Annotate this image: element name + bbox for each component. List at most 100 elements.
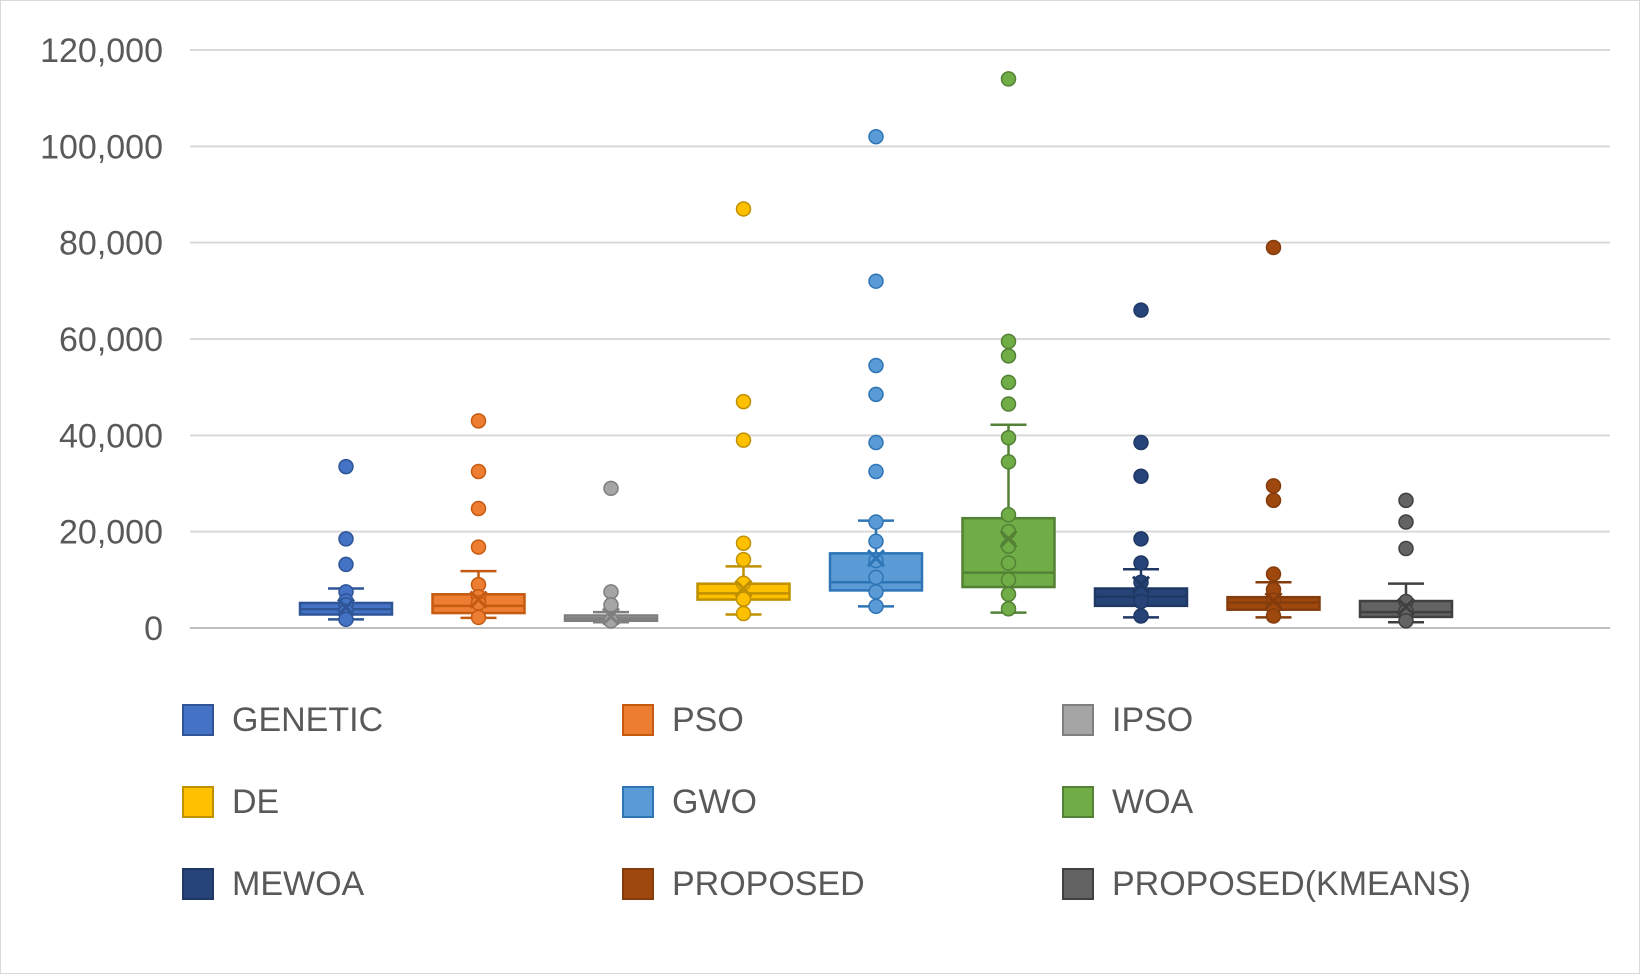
data-point bbox=[470, 413, 487, 429]
data-point bbox=[1398, 514, 1414, 530]
data-point bbox=[1133, 608, 1149, 624]
y-tick-label: 80,000 bbox=[59, 225, 163, 263]
legend-item: PROPOSED(KMEANS) bbox=[1062, 864, 1471, 904]
data-point bbox=[1000, 429, 1017, 446]
legend-swatch bbox=[622, 786, 654, 818]
legend-label: MEWOA bbox=[232, 864, 365, 903]
data-point bbox=[1398, 613, 1414, 629]
gridlines bbox=[190, 49, 1610, 629]
box-mewoa bbox=[1093, 302, 1189, 624]
data-point bbox=[868, 552, 884, 569]
mean-marker bbox=[866, 549, 886, 568]
data-point bbox=[868, 533, 884, 550]
legend-label: PROPOSED bbox=[672, 864, 865, 903]
mean-marker bbox=[336, 598, 356, 617]
legend-item: MEWOA bbox=[182, 864, 364, 904]
legend-item: DE bbox=[182, 782, 279, 822]
mean-marker bbox=[1396, 597, 1416, 616]
y-tick-label: 40,000 bbox=[59, 417, 163, 455]
legend-swatch bbox=[622, 704, 654, 736]
legend-swatch bbox=[182, 704, 214, 736]
legend-label: DE bbox=[232, 782, 280, 821]
data-point bbox=[470, 463, 487, 480]
y-tick-label: 120,000 bbox=[40, 32, 163, 70]
data-point bbox=[1000, 538, 1017, 554]
legend-label: PROPOSED(KMEANS) bbox=[1112, 864, 1471, 903]
box-genetic bbox=[298, 458, 394, 628]
data-point bbox=[735, 605, 752, 622]
data-point bbox=[868, 128, 884, 145]
data-point bbox=[1000, 71, 1017, 87]
data-point bbox=[1133, 302, 1149, 318]
box-proposed-kmeans- bbox=[1358, 492, 1454, 629]
legend-item: GWO bbox=[622, 782, 757, 822]
legend-swatch bbox=[182, 786, 214, 818]
data-point bbox=[1000, 333, 1017, 350]
data-point bbox=[868, 584, 884, 600]
data-point bbox=[735, 551, 752, 568]
legend-label: WOA bbox=[1112, 782, 1194, 821]
data-point bbox=[1000, 507, 1017, 523]
data-point bbox=[735, 535, 752, 551]
legend-swatch bbox=[182, 868, 214, 900]
data-point bbox=[1133, 555, 1149, 571]
data-point bbox=[868, 569, 884, 586]
data-point bbox=[1000, 454, 1017, 470]
legend-item: PROPOSED bbox=[622, 864, 865, 904]
data-point bbox=[1265, 239, 1282, 256]
legend-item: PSO bbox=[622, 700, 744, 740]
data-point bbox=[1000, 348, 1017, 364]
data-point bbox=[868, 434, 884, 451]
legend-label: GENETIC bbox=[232, 700, 384, 739]
data-point bbox=[1265, 566, 1282, 582]
data-point bbox=[338, 556, 354, 573]
data-point bbox=[868, 357, 884, 374]
legend-label: PSO bbox=[672, 700, 744, 739]
data-point bbox=[1000, 572, 1017, 588]
mean-marker bbox=[1131, 575, 1151, 594]
data-point bbox=[735, 393, 752, 410]
legend-swatch bbox=[1062, 786, 1094, 818]
legend-swatch bbox=[1062, 704, 1094, 736]
data-point bbox=[868, 273, 884, 289]
legend-swatch bbox=[1062, 868, 1094, 900]
legend-label: IPSO bbox=[1112, 700, 1194, 739]
y-tick-label: 60,000 bbox=[59, 321, 163, 359]
data-point bbox=[868, 463, 884, 480]
data-point bbox=[603, 597, 619, 613]
box-woa bbox=[961, 71, 1056, 617]
data-point bbox=[1000, 586, 1017, 603]
data-point bbox=[338, 531, 354, 547]
data-point bbox=[1265, 608, 1282, 624]
data-point bbox=[868, 514, 884, 530]
data-point bbox=[1265, 492, 1282, 509]
mean-marker bbox=[601, 607, 621, 626]
data-point bbox=[1398, 540, 1414, 557]
data-point bbox=[868, 598, 884, 615]
data-point bbox=[338, 611, 354, 628]
data-point bbox=[603, 613, 619, 629]
box-pso bbox=[431, 413, 526, 626]
legend-swatch bbox=[622, 868, 654, 900]
box-de bbox=[696, 201, 791, 622]
mean-marker bbox=[999, 529, 1018, 548]
boxes bbox=[298, 71, 1454, 629]
data-point bbox=[603, 584, 619, 600]
legend-item: GENETIC bbox=[182, 700, 383, 740]
box-ipso bbox=[563, 480, 659, 629]
data-point bbox=[1000, 555, 1017, 571]
mean-marker bbox=[734, 579, 753, 598]
data-point bbox=[1000, 523, 1017, 540]
data-point bbox=[1133, 468, 1149, 485]
data-point bbox=[1000, 374, 1017, 391]
box-proposed bbox=[1226, 239, 1321, 624]
data-point bbox=[338, 458, 354, 475]
box-gwo bbox=[828, 128, 924, 615]
data-point bbox=[470, 500, 487, 517]
legend-item: WOA bbox=[1062, 782, 1193, 822]
y-tick-label: 20,000 bbox=[59, 514, 163, 552]
data-point bbox=[735, 432, 752, 448]
y-tick-label: 0 bbox=[144, 610, 163, 648]
data-point bbox=[603, 480, 619, 497]
